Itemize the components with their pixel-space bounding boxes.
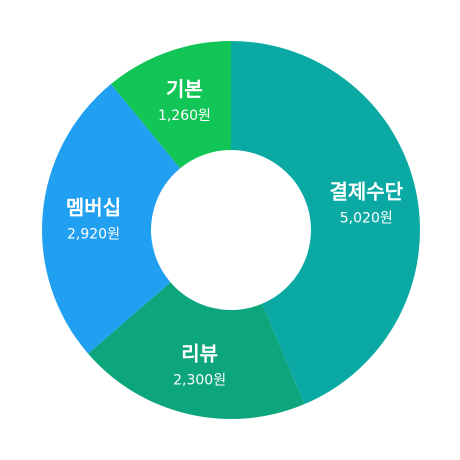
slice-label-1: 리뷰 — [181, 341, 218, 365]
slice-0 — [231, 41, 421, 405]
slice-2 — [41, 84, 181, 354]
slice-label-3: 기본 — [166, 77, 203, 101]
slices-group — [41, 41, 421, 419]
slice-value-3: 1,260원 — [158, 108, 211, 124]
slice-value-0: 5,020원 — [340, 211, 393, 227]
slice-label-2: 멤버십 — [66, 195, 121, 219]
slice-value-1: 2,300원 — [173, 372, 226, 388]
slice-value-2: 2,920원 — [67, 226, 120, 242]
slice-3 — [110, 41, 231, 169]
slice-1 — [88, 282, 305, 419]
slice-label-0: 결제수단 — [329, 180, 403, 204]
